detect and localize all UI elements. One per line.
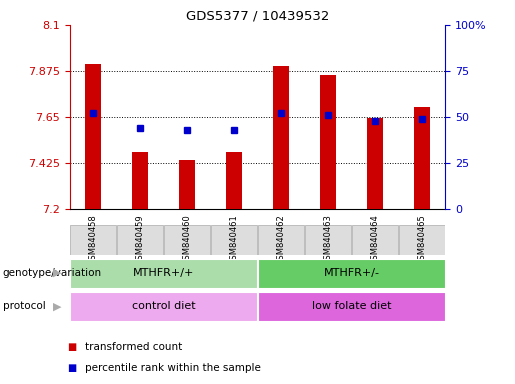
Text: GSM840462: GSM840462 (277, 214, 285, 265)
Text: control diet: control diet (132, 301, 195, 311)
Text: GDS5377 / 10439532: GDS5377 / 10439532 (186, 10, 329, 23)
Bar (70, 258, 257, 288)
Bar (414, 107, 430, 209)
Bar (259, 225, 303, 255)
Bar (320, 75, 336, 209)
Text: protocol: protocol (3, 301, 45, 311)
Bar (352, 225, 398, 255)
Text: GSM840464: GSM840464 (370, 214, 380, 265)
Text: ▶: ▶ (53, 268, 62, 278)
Text: low folate diet: low folate diet (312, 301, 391, 311)
Bar (117, 225, 163, 255)
Text: genotype/variation: genotype/variation (3, 268, 101, 278)
Text: ■: ■ (67, 342, 76, 352)
Bar (258, 258, 445, 288)
Bar (164, 225, 210, 255)
Text: ▶: ▶ (53, 301, 62, 311)
Text: GSM840460: GSM840460 (182, 214, 192, 265)
Bar (212, 225, 256, 255)
Text: MTHFR+/+: MTHFR+/+ (133, 268, 194, 278)
Text: GSM840459: GSM840459 (135, 214, 145, 265)
Text: ■: ■ (67, 363, 76, 373)
Bar (258, 292, 445, 321)
Text: transformed count: transformed count (85, 342, 182, 352)
Bar (226, 152, 242, 209)
Bar (132, 152, 148, 209)
Bar (70, 292, 257, 321)
Bar (273, 66, 289, 209)
Bar (85, 64, 101, 209)
Text: percentile rank within the sample: percentile rank within the sample (85, 363, 261, 373)
Bar (400, 225, 444, 255)
Text: GSM840458: GSM840458 (89, 214, 97, 265)
Text: GSM840461: GSM840461 (230, 214, 238, 265)
Bar (71, 225, 115, 255)
Bar (305, 225, 351, 255)
Text: GSM840463: GSM840463 (323, 214, 333, 265)
Text: GSM840465: GSM840465 (418, 214, 426, 265)
Bar (179, 160, 195, 209)
Text: MTHFR+/-: MTHFR+/- (323, 268, 380, 278)
Bar (367, 118, 383, 209)
